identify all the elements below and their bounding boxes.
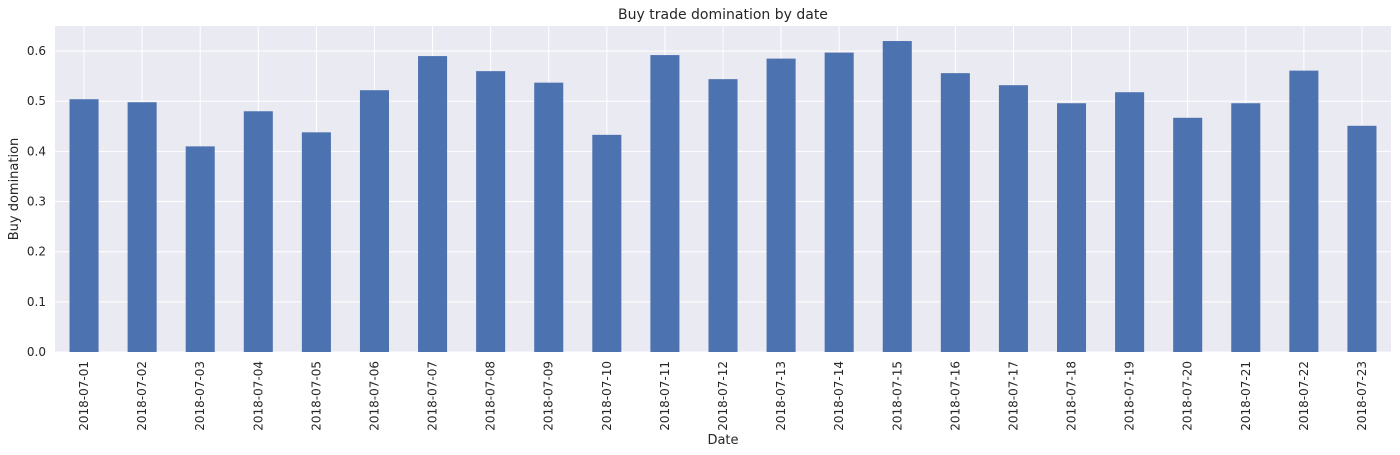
bar-2018-07-20: [1173, 117, 1203, 352]
x-tick-label: 2018-07-18: [1065, 361, 1079, 431]
y-tick-label: 0.2: [27, 245, 46, 259]
x-tick-label: 2018-07-13: [774, 361, 788, 431]
x-tick-label: 2018-07-10: [600, 361, 614, 431]
x-tick-label: 2018-07-06: [367, 361, 381, 431]
y-tick-label: 0.0: [27, 345, 46, 359]
bar-2018-07-04: [243, 111, 273, 352]
bar-2018-07-22: [1289, 70, 1319, 352]
y-tick-label: 0.4: [27, 144, 46, 158]
y-tick-label: 0.5: [27, 94, 46, 108]
x-tick-label: 2018-07-12: [716, 361, 730, 431]
x-tick-label: 2018-07-22: [1297, 361, 1311, 431]
x-tick-label: 2018-07-15: [890, 361, 904, 431]
x-tick-label: 2018-07-04: [251, 361, 265, 431]
x-tick-label: 2018-07-08: [484, 361, 498, 431]
bars: [69, 41, 1377, 353]
bar-2018-07-10: [592, 134, 622, 352]
chart-title: Buy trade domination by date: [618, 7, 828, 23]
y-axis-ticks: 0.0 0.1 0.2 0.3 0.4 0.5 0.6: [27, 44, 46, 359]
bar-2018-07-08: [476, 71, 506, 352]
bar-2018-07-05: [301, 132, 331, 352]
y-tick-label: 0.3: [27, 195, 46, 209]
bar-2018-07-12: [708, 79, 738, 352]
x-axis-ticks: 2018-07-01 2018-07-02 2018-07-03 2018-07-04…: [77, 361, 1369, 431]
bar-2018-07-06: [359, 90, 389, 352]
x-tick-label: 2018-07-14: [832, 361, 846, 431]
x-tick-label: 2018-07-01: [77, 361, 91, 431]
bar-2018-07-09: [534, 82, 564, 353]
x-tick-label: 2018-07-20: [1181, 361, 1195, 431]
y-tick-label: 0.1: [27, 295, 46, 309]
bar-2018-07-23: [1347, 125, 1377, 352]
bar-2018-07-02: [127, 102, 157, 352]
x-tick-label: 2018-07-16: [948, 361, 962, 431]
bar-2018-07-01: [69, 99, 99, 353]
x-axis-label: Date: [707, 433, 738, 448]
x-tick-label: 2018-07-23: [1355, 361, 1369, 431]
bar-2018-07-16: [940, 73, 970, 352]
bar-2018-07-14: [824, 52, 854, 352]
bar-2018-07-15: [882, 41, 912, 353]
x-tick-label: 2018-07-17: [1006, 361, 1020, 431]
bar-2018-07-17: [998, 85, 1028, 352]
y-tick-label: 0.6: [27, 44, 46, 58]
x-tick-label: 2018-07-09: [542, 361, 556, 431]
bar-2018-07-18: [1057, 103, 1087, 352]
bar-2018-07-19: [1115, 92, 1145, 353]
x-tick-label: 2018-07-02: [135, 361, 149, 431]
bar-2018-07-13: [766, 58, 796, 352]
x-tick-label: 2018-07-05: [309, 361, 323, 431]
x-tick-label: 2018-07-11: [658, 361, 672, 431]
bar-2018-07-07: [418, 56, 448, 352]
bar-2018-07-21: [1231, 103, 1261, 352]
bar-2018-07-11: [650, 55, 680, 352]
x-tick-label: 2018-07-03: [193, 361, 207, 431]
y-axis-label: Buy domination: [7, 138, 22, 241]
x-tick-label: 2018-07-19: [1123, 361, 1137, 431]
x-tick-label: 2018-07-07: [426, 361, 440, 431]
bar-2018-07-03: [185, 146, 215, 352]
x-tick-label: 2018-07-21: [1239, 361, 1253, 431]
